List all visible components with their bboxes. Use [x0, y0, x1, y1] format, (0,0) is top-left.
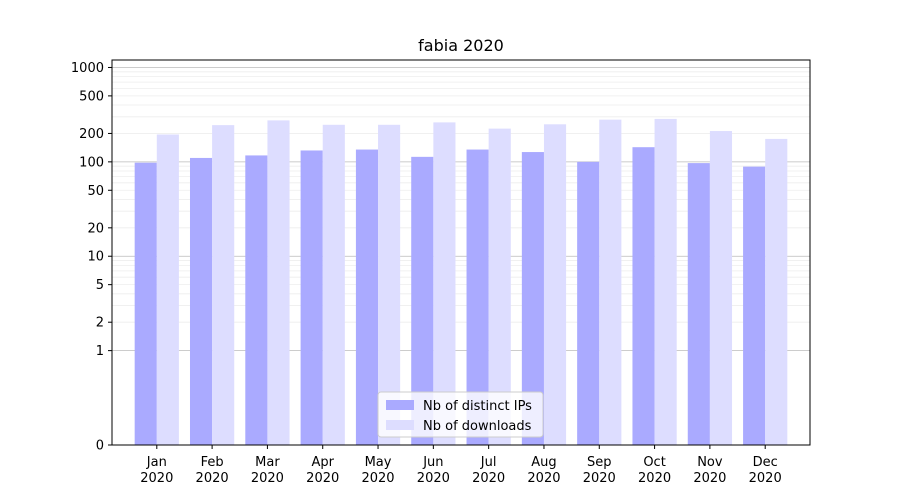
bar-distinct-ips: [300, 150, 323, 445]
legend-label: Nb of downloads: [423, 419, 532, 434]
y-tick-label: 500: [79, 89, 104, 104]
x-tick-label-month: Oct: [643, 455, 665, 470]
y-tick-label: 10: [87, 250, 104, 265]
x-tick-label-year: 2020: [693, 471, 726, 486]
bar-distinct-ips: [687, 163, 710, 445]
bar-downloads: [765, 138, 788, 445]
bars: [134, 118, 788, 446]
x-tick-label-month: Aug: [531, 455, 556, 470]
legend: Nb of distinct IPs Nb of downloads: [377, 391, 544, 438]
bar-downloads: [599, 119, 622, 445]
bar-downloads: [709, 131, 733, 445]
x-tick-label-year: 2020: [583, 471, 616, 486]
bar-downloads: [267, 120, 290, 445]
y-tick-label: 1: [96, 344, 104, 359]
bar-distinct-ips: [134, 162, 157, 445]
x-tick-label-year: 2020: [417, 471, 450, 486]
x-tick-label-month: Jun: [422, 455, 443, 470]
bar-downloads: [543, 124, 567, 446]
x-tick-label-year: 2020: [527, 471, 560, 486]
bar-downloads: [654, 118, 677, 446]
x-tick-label-month: Mar: [255, 455, 280, 470]
legend-swatch: [386, 420, 414, 430]
x-tick-label-year: 2020: [472, 471, 505, 486]
x-tick-label-year: 2020: [638, 471, 671, 486]
legend-swatch: [386, 400, 414, 410]
x-tick-label-year: 2020: [306, 471, 339, 486]
bar-distinct-ips: [245, 155, 268, 446]
x-tick-label-month: Jul: [480, 455, 497, 470]
x-tick-label-month: May: [365, 455, 392, 470]
bar-distinct-ips: [355, 149, 379, 445]
bar-distinct-ips: [189, 157, 213, 445]
bar-distinct-ips: [411, 156, 434, 445]
legend-box: [377, 391, 544, 438]
bar-distinct-ips: [521, 152, 544, 445]
y-tick-label: 20: [87, 221, 104, 236]
x-tick-label-month: Dec: [753, 455, 778, 470]
plot-frame: [111, 59, 811, 446]
legend-label: Nb of distinct IPs: [423, 399, 532, 414]
bar-downloads: [433, 122, 456, 445]
x-tick-label-month: Feb: [201, 455, 224, 470]
y-tick-label: 100: [79, 155, 104, 170]
bar-downloads: [156, 134, 179, 445]
y-tick-label: 2: [96, 316, 104, 331]
x-tick-label-year: 2020: [749, 471, 782, 486]
bar-downloads: [488, 128, 511, 446]
bar-downloads: [322, 124, 345, 446]
bar-distinct-ips: [466, 149, 489, 445]
bar-downloads: [378, 124, 401, 446]
x-tick-label-month: Apr: [311, 455, 334, 470]
y-tick-label: 5: [96, 278, 104, 293]
bar-downloads: [212, 125, 235, 446]
y-tick-label: 200: [79, 127, 104, 142]
y-tick-label: 0: [96, 439, 104, 454]
bar-distinct-ips: [577, 161, 600, 445]
x-tick-label-month: Sep: [587, 455, 612, 470]
x-tick-label-month: Nov: [697, 455, 723, 470]
axes: 01251020501002005001000Jan2020Feb2020Mar…: [71, 59, 811, 486]
x-tick-label-year: 2020: [196, 471, 229, 486]
y-tick-label: 1000: [71, 61, 104, 76]
x-tick-label-month: Jan: [146, 455, 167, 470]
x-tick-label-year: 2020: [251, 471, 284, 486]
x-tick-label-year: 2020: [140, 471, 173, 486]
chart-title: fabia 2020: [418, 36, 504, 55]
x-tick-label-year: 2020: [361, 471, 394, 486]
y-tick-label: 50: [87, 184, 104, 199]
bar-distinct-ips: [743, 166, 766, 446]
bar-distinct-ips: [632, 147, 655, 445]
